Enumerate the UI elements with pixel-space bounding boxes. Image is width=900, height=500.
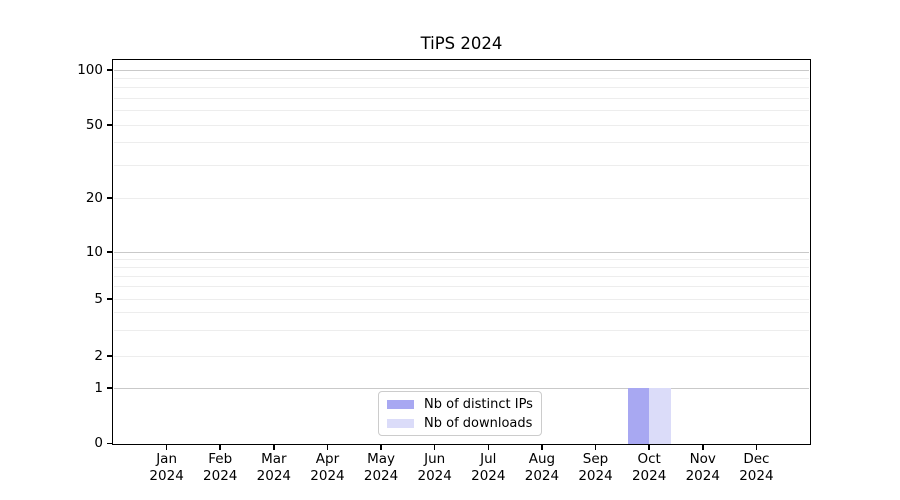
legend-item-downloads: Nb of downloads xyxy=(387,416,535,431)
x-axis-tick xyxy=(487,445,490,450)
x-tick-month: Oct xyxy=(637,451,661,467)
gridline-major xyxy=(114,69,809,71)
x-tick-year: 2024 xyxy=(739,468,774,484)
x-tick-year: 2024 xyxy=(417,468,452,484)
gridline-minor xyxy=(114,197,809,199)
x-tick-year: 2024 xyxy=(631,468,667,484)
bar-distinct-ips xyxy=(627,388,650,444)
x-tick-label: May 2024 xyxy=(349,451,413,485)
x-tick-year: 2024 xyxy=(363,468,399,484)
gridline-minor xyxy=(114,97,809,99)
gridline-minor xyxy=(114,266,809,268)
x-tick-year: 2024 xyxy=(578,468,613,484)
x-tick-month: Mar xyxy=(261,451,287,467)
gridline-minor xyxy=(114,298,809,300)
x-tick-label: Sep 2024 xyxy=(564,451,628,485)
gridline-minor xyxy=(114,275,809,277)
x-tick-label: Nov 2024 xyxy=(671,451,735,485)
y-tick-label: 100 xyxy=(77,61,103,78)
y-tick-label: 2 xyxy=(94,347,103,364)
bar-downloads xyxy=(649,388,671,444)
legend: Nb of distinct IPs Nb of downloads xyxy=(378,391,542,436)
x-tick-month: May xyxy=(367,451,396,467)
x-tick-year: 2024 xyxy=(310,468,345,484)
x-tick-month: Feb xyxy=(208,451,233,467)
x-axis-tick xyxy=(165,445,168,450)
legend-label-distinct-ips: Nb of distinct IPs xyxy=(424,396,533,412)
x-tick-year: 2024 xyxy=(685,468,720,484)
x-tick-label: Dec 2024 xyxy=(724,451,788,485)
y-tick-label: 10 xyxy=(85,243,103,260)
y-tick-label: 1 xyxy=(94,379,103,396)
x-tick-month: Jan xyxy=(156,451,178,467)
y-axis-tick xyxy=(107,69,112,71)
gridline-minor xyxy=(114,110,809,112)
x-tick-month: Jun xyxy=(424,451,446,467)
gridline-minor xyxy=(114,142,809,144)
gridline-major xyxy=(114,251,809,253)
x-tick-year: 2024 xyxy=(256,468,292,484)
x-axis-tick xyxy=(541,445,543,450)
gridline-minor xyxy=(114,124,809,126)
x-tick-month: Apr xyxy=(315,451,340,467)
y-axis-tick xyxy=(107,251,112,253)
x-tick-label: Oct 2024 xyxy=(617,451,681,485)
legend-item-distinct-ips: Nb of distinct IPs xyxy=(387,397,535,412)
x-tick-month: Aug xyxy=(528,451,556,467)
x-axis-tick xyxy=(594,445,597,450)
y-axis-tick xyxy=(107,197,112,199)
gridline-minor xyxy=(114,330,809,332)
legend-swatch-distinct-ips xyxy=(387,399,414,409)
legend-swatch-downloads xyxy=(387,418,414,428)
y-axis-tick xyxy=(107,355,112,357)
x-tick-label: Aug 2024 xyxy=(510,451,574,485)
x-tick-month: Dec xyxy=(743,451,770,467)
x-tick-label: Jan 2024 xyxy=(135,451,199,485)
y-tick-label: 20 xyxy=(85,189,103,206)
gridline-minor xyxy=(114,355,809,357)
x-axis-tick xyxy=(755,445,758,450)
gridline-minor xyxy=(114,312,809,314)
gridline-minor xyxy=(114,87,809,89)
x-axis-tick xyxy=(219,445,221,450)
gridline-minor xyxy=(114,165,809,167)
x-tick-month: Jul xyxy=(480,451,497,467)
y-tick-label: 50 xyxy=(85,116,103,133)
x-tick-label: Mar 2024 xyxy=(242,451,306,485)
x-tick-month: Nov xyxy=(689,451,716,467)
x-axis-tick xyxy=(273,445,275,450)
x-tick-year: 2024 xyxy=(203,468,238,484)
chart-title: TiPS 2024 xyxy=(420,34,503,53)
x-axis-tick xyxy=(648,445,650,450)
x-tick-label: Jul 2024 xyxy=(456,451,520,485)
x-axis-tick xyxy=(326,445,329,450)
x-tick-year: 2024 xyxy=(471,468,506,484)
x-tick-label: Apr 2024 xyxy=(295,451,359,485)
gridline-minor xyxy=(114,77,809,79)
x-axis-tick xyxy=(702,445,704,450)
y-axis-tick xyxy=(107,387,112,389)
y-tick-label: 0 xyxy=(94,435,103,451)
x-tick-month: Sep xyxy=(582,451,609,467)
x-tick-label: Jun 2024 xyxy=(403,451,467,485)
y-tick-label: 5 xyxy=(94,290,103,307)
legend-label-downloads: Nb of downloads xyxy=(424,415,533,431)
x-tick-year: 2024 xyxy=(524,468,560,484)
x-axis-tick xyxy=(380,445,382,450)
x-tick-year: 2024 xyxy=(149,468,184,484)
gridline-minor xyxy=(114,258,809,260)
y-axis-tick xyxy=(107,298,112,300)
x-axis-tick xyxy=(433,445,436,450)
gridline-minor xyxy=(114,286,809,288)
y-axis-tick xyxy=(107,442,112,445)
x-tick-label: Feb 2024 xyxy=(188,451,252,485)
y-axis-tick xyxy=(107,124,112,126)
gridline-major xyxy=(114,387,809,389)
